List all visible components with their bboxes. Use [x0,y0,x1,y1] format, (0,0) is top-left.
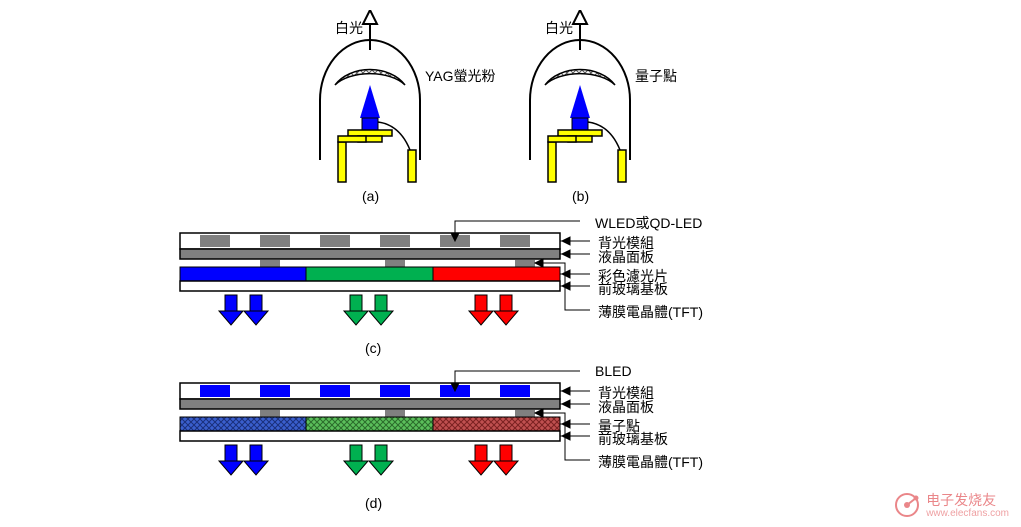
led-a-top-label: 白光 [335,18,363,38]
watermark-url: www.elecfans.com [926,508,1009,519]
panel-d-row-1: 液晶面板 [598,397,654,417]
led-diagram-a [300,10,480,210]
panel-d-caption: (d) [365,495,382,511]
panel-c-row-4: 薄膜電晶體(TFT) [598,302,703,322]
panel-c-row-3: 前玻璃基板 [598,279,668,299]
panel-diagram-d [170,365,600,515]
led-b-top-label: 白光 [545,18,573,38]
led-b-side-label: 量子點 [635,66,677,86]
led-diagram-b [510,10,690,210]
panel-d-row-4: 薄膜電晶體(TFT) [598,452,703,472]
watermark: 电子发烧友 www.elecfans.com [894,490,1009,519]
panel-c-top-label: WLED或QD-LED [595,213,702,233]
led-a-caption: (a) [362,188,379,204]
panel-c-row-1: 液晶面板 [598,247,654,267]
panel-c-caption: (c) [365,340,381,356]
panel-d-row-3: 前玻璃基板 [598,429,668,449]
led-a-side-label: YAG螢光粉 [425,66,496,86]
led-b-caption: (b) [572,188,589,204]
panel-diagram-c [170,215,600,365]
watermark-brand: 电子发烧友 [926,492,996,508]
logo-icon [894,492,920,518]
panel-d-top-label: BLED [595,363,632,379]
